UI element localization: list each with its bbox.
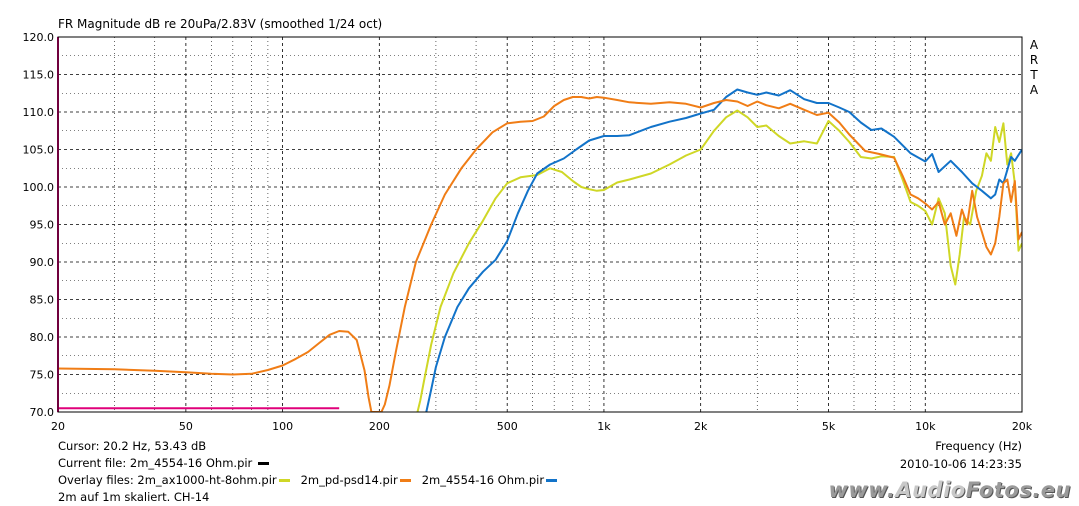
arta-letter: A <box>1029 83 1039 97</box>
arta-letter: T <box>1030 68 1038 82</box>
y-tick-label: 85.0 <box>30 294 55 307</box>
series-line <box>425 88 1022 412</box>
plot-frame <box>57 36 1023 413</box>
arta-label: A R T A <box>1027 38 1041 98</box>
overlay-prefix: Overlay files: <box>58 473 138 487</box>
x-tick-label: 500 <box>497 420 518 433</box>
overlay-file-label: 2m_pd-psd14.pir <box>300 473 398 487</box>
y-tick-label: 115.0 <box>23 69 55 82</box>
x-tick-label: 5k <box>822 420 836 433</box>
current-file-swatch <box>257 462 269 465</box>
overlay-file-label: 2m_4554-16 Ohm.pir <box>421 473 545 487</box>
y-tick-label: 75.0 <box>30 369 55 382</box>
series-line <box>58 96 1022 412</box>
x-tick-label: 10k <box>915 420 936 433</box>
timestamp: 2010-10-06 14:23:35 <box>899 457 1022 471</box>
y-tick-label: 105.0 <box>23 144 55 157</box>
overlay-swatch-yellow <box>278 479 290 482</box>
x-tick-label: 100 <box>272 420 293 433</box>
y-tick-label: 80.0 <box>30 331 55 344</box>
watermark-logo: www.AudioFotos.eu <box>828 478 1071 502</box>
x-tick-label: 20 <box>51 420 65 433</box>
note-text: 2m auf 1m skaliert. CH-14 <box>58 490 210 504</box>
x-tick-labels: 20 50 100 200 500 1k 2k 5k 10k 20k <box>51 420 1033 433</box>
frequency-axis-label: Frequency (Hz) <box>935 439 1022 453</box>
y-tick-label: 95.0 <box>30 219 55 232</box>
current-file-label: Current file: 2m_4554-16 Ohm.pir <box>58 456 253 470</box>
chart-grid <box>57 36 1023 413</box>
y-tick-label: 70.0 <box>30 406 55 419</box>
x-tick-label: 50 <box>179 420 193 433</box>
x-tick-label: 1k <box>597 420 611 433</box>
overlay-swatch-orange <box>399 479 411 482</box>
y-tick-label: 100.0 <box>23 181 55 194</box>
overlay-file-label: 2m_ax1000-ht-8ohm.pir <box>137 473 277 487</box>
cursor-readout: Cursor: 20.2 Hz, 53.43 dB <box>58 439 207 453</box>
overlay-swatch-blue <box>546 479 558 482</box>
chart-title: FR Magnitude dB re 20uPa/2.83V (smoothed… <box>58 17 383 31</box>
arta-letter: R <box>1029 53 1039 67</box>
y-tick-label: 110.0 <box>23 106 55 119</box>
current-file: Current file: 2m_4554-16 Ohm.pir <box>58 456 269 470</box>
chart-series <box>58 88 1022 412</box>
x-tick-label: 2k <box>694 420 708 433</box>
y-tick-label: 120.0 <box>23 31 55 44</box>
overlay-files: Overlay files: 2m_ax1000-ht-8ohm.pir 2m_… <box>58 473 558 487</box>
arta-letter: A <box>1029 38 1039 52</box>
y-tick-label: 90.0 <box>30 256 55 269</box>
y-tick-labels: 70.0 75.0 80.0 85.0 90.0 95.0 100.0 105.0 110.0 1… <box>23 31 55 419</box>
x-tick-label: 20k <box>1012 420 1033 433</box>
x-tick-label: 200 <box>369 420 390 433</box>
